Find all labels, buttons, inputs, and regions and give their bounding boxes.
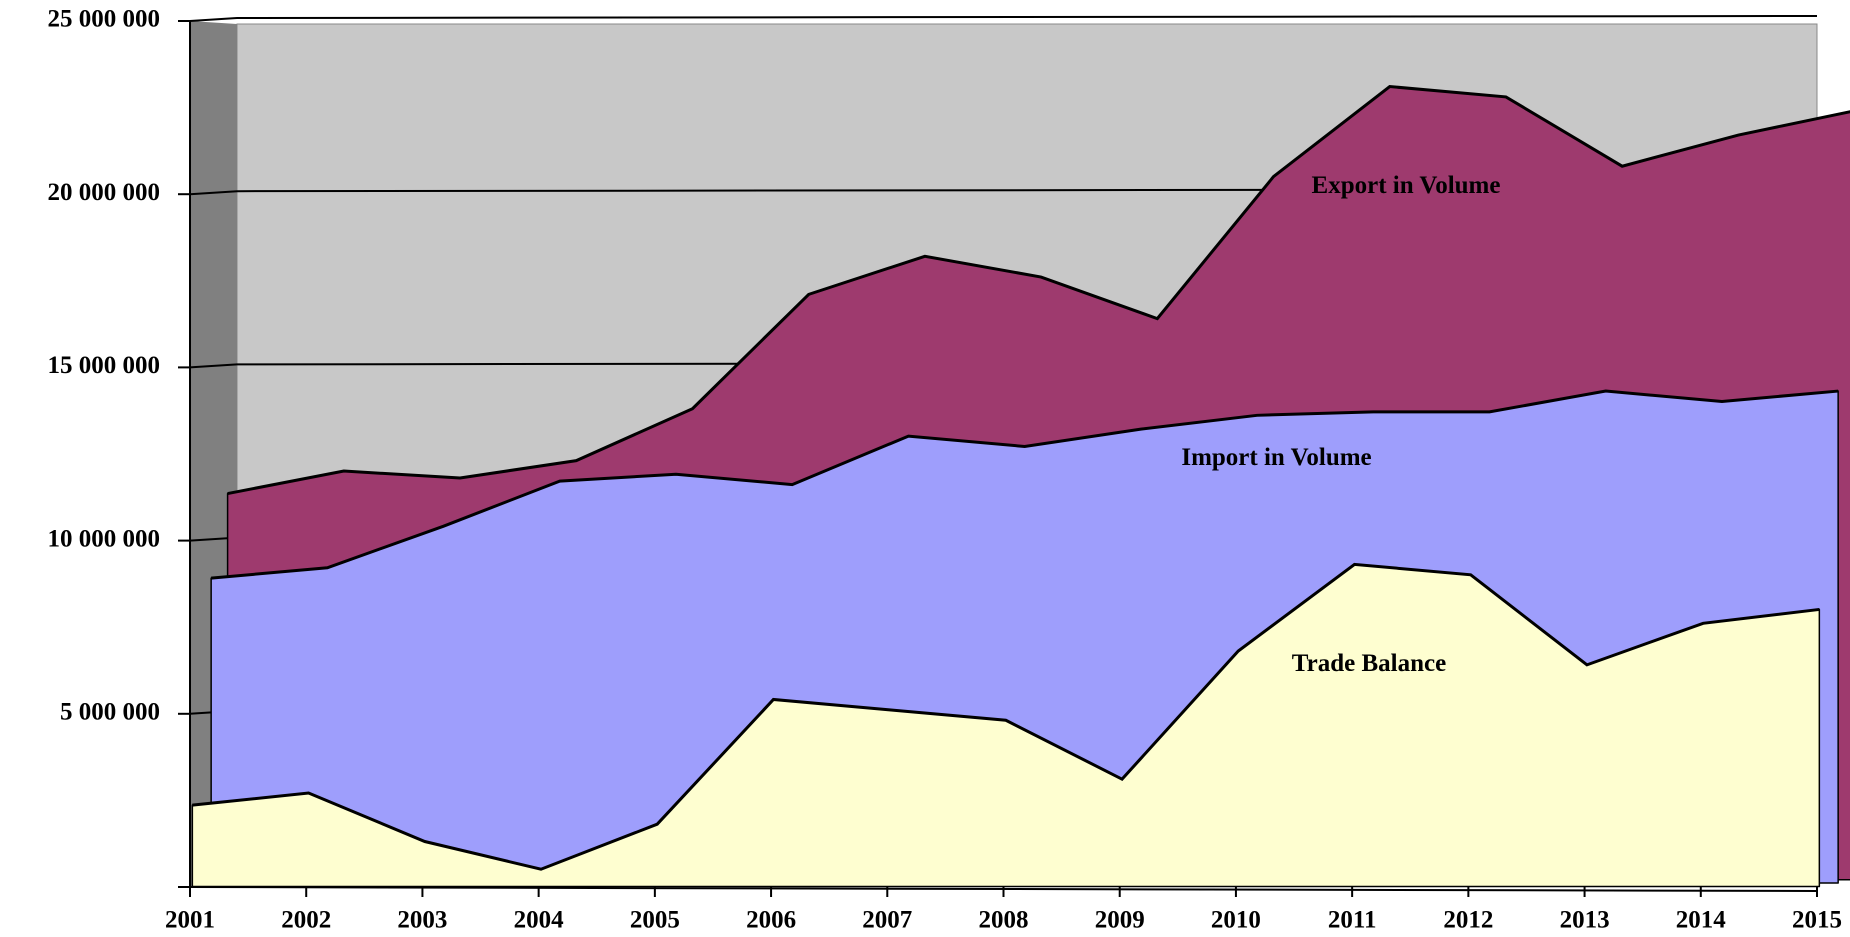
x-tick-label: 2004 bbox=[514, 907, 565, 934]
series-label: Import in Volume bbox=[1181, 444, 1371, 471]
x-tick-label: 2013 bbox=[1560, 907, 1610, 934]
area-top bbox=[211, 389, 1839, 580]
x-tick-label: 2015 bbox=[1792, 907, 1842, 934]
x-tick-label: 2009 bbox=[1095, 907, 1145, 934]
grid-line bbox=[189, 15, 1818, 22]
area-top bbox=[227, 84, 1850, 496]
y-tick-label: 5 000 000 bbox=[60, 699, 160, 726]
x-tick-label: 2006 bbox=[746, 907, 796, 934]
y-tick-label: 10 000 000 bbox=[48, 525, 161, 552]
x-tick-label: 2010 bbox=[1211, 907, 1261, 934]
y-tick-label: 15 000 000 bbox=[48, 352, 161, 379]
area-top bbox=[192, 562, 1820, 871]
series-label: Export in Volume bbox=[1312, 172, 1501, 199]
x-tick-label: 2007 bbox=[862, 907, 912, 934]
x-tick-label: 2011 bbox=[1328, 907, 1377, 934]
x-tick-label: 2014 bbox=[1676, 907, 1727, 934]
x-tick-label: 2012 bbox=[1443, 907, 1493, 934]
x-tick-label: 2002 bbox=[281, 907, 331, 934]
y-tick-label: 20 000 000 bbox=[48, 179, 161, 206]
series-label: Trade Balance bbox=[1292, 650, 1446, 677]
x-tick-label: 2005 bbox=[630, 907, 680, 934]
x-tick-label: 2008 bbox=[979, 907, 1029, 934]
x-tick-label: 2003 bbox=[397, 907, 447, 934]
y-tick-label: 25 000 000 bbox=[48, 6, 161, 33]
x-tick-label: 2001 bbox=[165, 907, 215, 934]
